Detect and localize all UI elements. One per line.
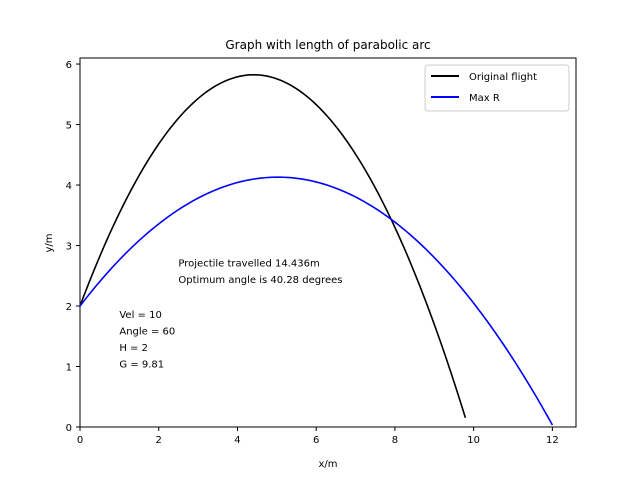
y-axis-label: y/m [44, 233, 55, 252]
legend-label-original-flight: Original flight [469, 72, 537, 83]
x-axis: 0 2 4 6 8 10 12 [77, 427, 559, 446]
series-layer [79, 73, 554, 426]
plot-area [79, 57, 577, 428]
annotation-line: Optimum angle is 40.28 degrees [178, 275, 342, 286]
chart-title: Graph with length of parabolic arc [225, 38, 430, 52]
y-tick-label: 2 [66, 302, 72, 313]
y-tick-label: 5 [66, 121, 72, 132]
x-tick-label: 4 [234, 435, 240, 446]
x-tick-label: 2 [156, 435, 162, 446]
legend-box [424, 64, 570, 112]
series-line-max-r [79, 176, 554, 426]
legend-label-max-r: Max R [469, 93, 500, 104]
annotation-range: Projectile travelled 14.436m Optimum angl… [178, 259, 342, 287]
annotation-line: Vel = 10 [119, 310, 161, 321]
annotation-line: G = 9.81 [119, 360, 164, 371]
annotation-line: Projectile travelled 14.436m [178, 259, 319, 270]
x-tick-label: 10 [467, 435, 480, 446]
series-line-original-flight [79, 73, 467, 419]
annotation-line: H = 2 [119, 343, 148, 354]
x-tick-label: 6 [313, 435, 319, 446]
x-tick-label: 8 [392, 435, 398, 446]
y-tick-label: 6 [66, 60, 72, 71]
legend: Original flight Max R [424, 64, 570, 112]
y-axis: 0 1 2 3 4 5 6 [66, 60, 80, 434]
annotation-params: Vel = 10 Angle = 60 H = 2 G = 9.81 [119, 310, 175, 371]
y-tick-label: 0 [66, 423, 72, 434]
x-axis-label: x/m [318, 459, 337, 470]
y-tick-label: 4 [66, 181, 72, 192]
y-tick-label: 3 [66, 242, 72, 253]
x-tick-label: 12 [546, 435, 559, 446]
annotation-line: Angle = 60 [119, 327, 175, 338]
x-tick-label: 0 [77, 435, 83, 446]
y-tick-label: 1 [66, 363, 72, 374]
